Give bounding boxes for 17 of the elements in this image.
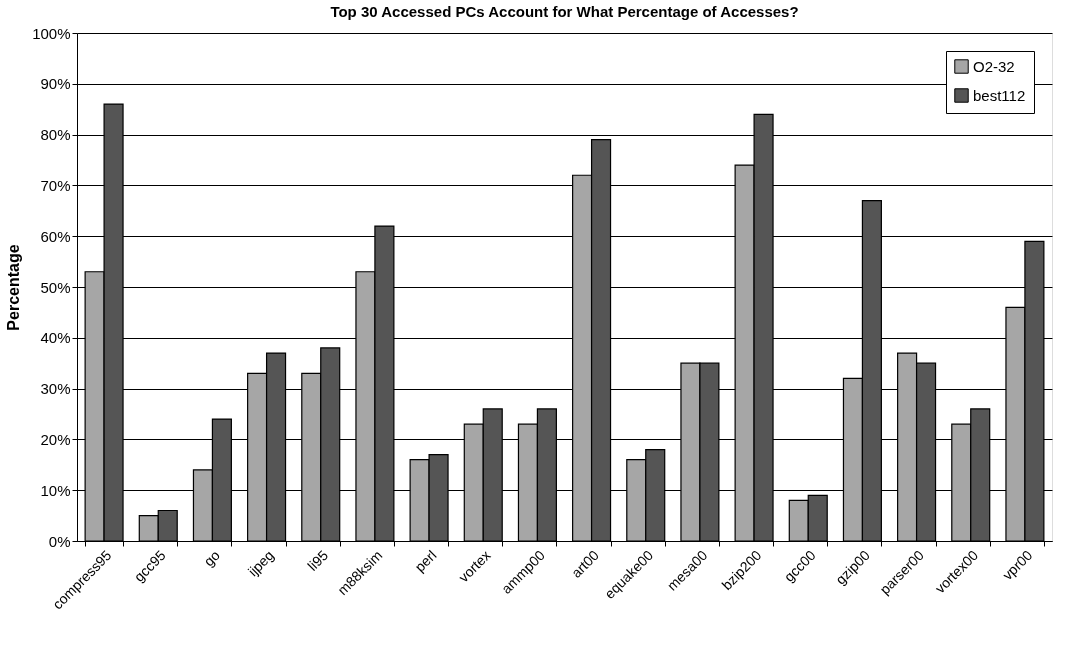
y-tick-label: 50% <box>40 278 71 296</box>
x-tick-label: go <box>200 546 223 570</box>
y-tick-label: 30% <box>40 380 71 398</box>
y-tick-label: 70% <box>40 176 71 194</box>
chart-title: Top 30 Accessed PCs Account for What Percentage of Accesses? <box>330 3 799 20</box>
y-tick-label: 40% <box>40 329 71 347</box>
legend-label: O2-32 <box>973 57 1015 75</box>
y-axis-title: Percentage <box>5 244 23 331</box>
x-tick-label: li95 <box>304 546 332 574</box>
y-tick-label: 100% <box>32 24 71 42</box>
y-tick-label: 20% <box>40 430 71 448</box>
y-tick-label: 80% <box>40 126 71 144</box>
y-tick-label: 90% <box>40 75 71 93</box>
y-tick-label: 0% <box>48 532 71 550</box>
y-tick-label: 60% <box>40 227 71 245</box>
legend-label: best112 <box>973 86 1026 104</box>
y-tick-label: 10% <box>40 481 71 499</box>
